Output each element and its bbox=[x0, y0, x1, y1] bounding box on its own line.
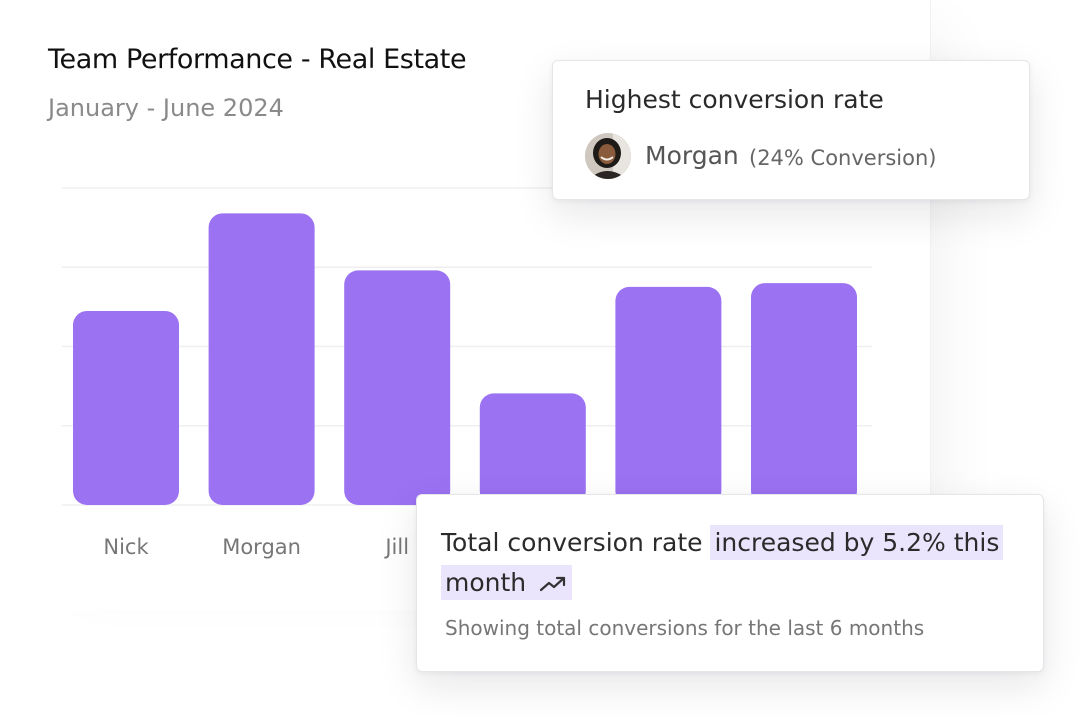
summary-highlight-1: increased by 5.2% this bbox=[710, 525, 1004, 560]
chart-title: Team Performance - Real Estate bbox=[48, 44, 467, 75]
avatar bbox=[585, 133, 631, 179]
top-performer-name: Morgan bbox=[645, 141, 739, 170]
conversion-summary-card: Total conversion rate increased by 5.2% … bbox=[416, 494, 1044, 672]
summary-text-plain: Total conversion rate bbox=[441, 528, 703, 557]
bar-morgan bbox=[208, 213, 315, 506]
x-tick-label: Jill bbox=[383, 535, 409, 559]
bar-jill bbox=[344, 270, 451, 505]
bar-nick bbox=[73, 310, 179, 505]
chart-subtitle: January - June 2024 bbox=[48, 94, 284, 122]
highest-conversion-title: Highest conversion rate bbox=[585, 85, 884, 114]
x-tick-label: Morgan bbox=[222, 535, 301, 559]
summary-text: Total conversion rate increased by 5.2% … bbox=[441, 523, 1021, 603]
summary-note: Showing total conversions for the last 6… bbox=[445, 616, 925, 640]
x-tick-label: Nick bbox=[103, 535, 149, 559]
bar-4 bbox=[479, 393, 586, 505]
trending-up-icon bbox=[539, 576, 566, 592]
summary-highlight-2: month bbox=[441, 565, 573, 600]
highest-conversion-card: Highest conversion rate Morgan (24% Conv… bbox=[552, 60, 1030, 200]
bar-6 bbox=[751, 283, 857, 505]
summary-highlight-2-text: month bbox=[445, 568, 527, 597]
bar-5 bbox=[615, 286, 722, 505]
top-performer-conversion: (24% Conversion) bbox=[749, 146, 937, 170]
